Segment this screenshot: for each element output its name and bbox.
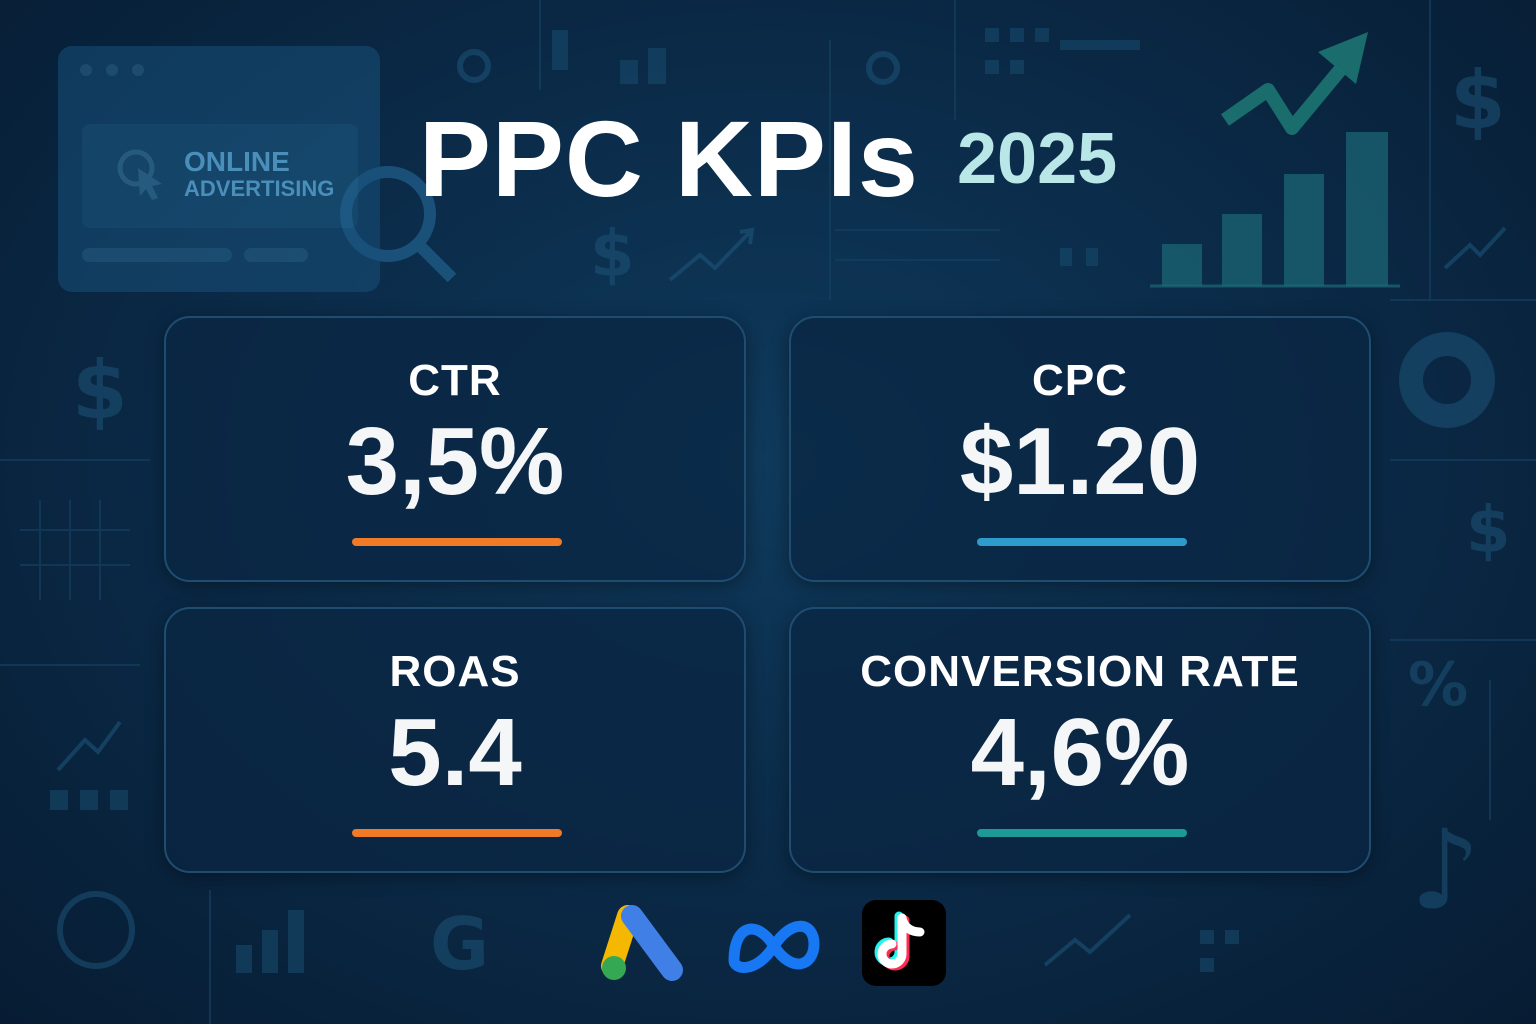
kpi-value: 3,5%: [345, 408, 565, 515]
kpi-card-ctr: CTR 3,5%: [164, 316, 746, 582]
kpi-value: $1.20: [959, 408, 1201, 515]
ad-banner: [82, 124, 358, 228]
ad-line-2: ADVERTISING: [184, 176, 335, 201]
dollar-icon: $: [1466, 494, 1511, 568]
music-note-icon: ♪: [1410, 806, 1481, 934]
title-main: PPC KPIs: [418, 98, 919, 219]
title-year: 2025: [957, 118, 1118, 199]
page-title: PPC KPIs 2025: [0, 96, 1536, 221]
percent-icon: %: [1408, 650, 1469, 720]
dollar-icon: $: [72, 344, 128, 437]
ad-text-bar: [82, 248, 232, 262]
kpi-label: ROAS: [389, 647, 521, 696]
kpi-accent-bar: [352, 538, 562, 546]
meta-icon: [728, 920, 820, 973]
online-advertising-illustration: [58, 46, 380, 292]
kpi-value: 5.4: [388, 699, 522, 806]
kpi-label: CONVERSION RATE: [860, 647, 1300, 696]
google-ads-icon: [601, 905, 683, 981]
kpi-card-cpc: CPC $1.20: [789, 316, 1371, 582]
kpi-card-roas: ROAS 5.4: [164, 607, 746, 873]
window-dots: [80, 64, 144, 76]
google-g-icon: G: [430, 902, 490, 986]
kpi-accent-bar: [977, 538, 1187, 546]
online-advertising-label: ONLINE ADVERTISING: [184, 148, 334, 200]
dollar-icon: $: [590, 218, 635, 292]
kpi-card-conversion-rate: CONVERSION RATE 4,6%: [789, 607, 1371, 873]
kpi-accent-bar: [352, 829, 562, 837]
ad-text-bar: [244, 248, 308, 262]
ad-line-1: ONLINE: [184, 146, 290, 177]
kpi-accent-bar: [977, 829, 1187, 837]
kpi-label: CPC: [1032, 356, 1128, 405]
kpi-label: CTR: [408, 356, 502, 405]
cursor-click-icon: [117, 149, 162, 200]
tiktok-icon: [862, 900, 946, 986]
kpi-value: 4,6%: [970, 699, 1190, 806]
